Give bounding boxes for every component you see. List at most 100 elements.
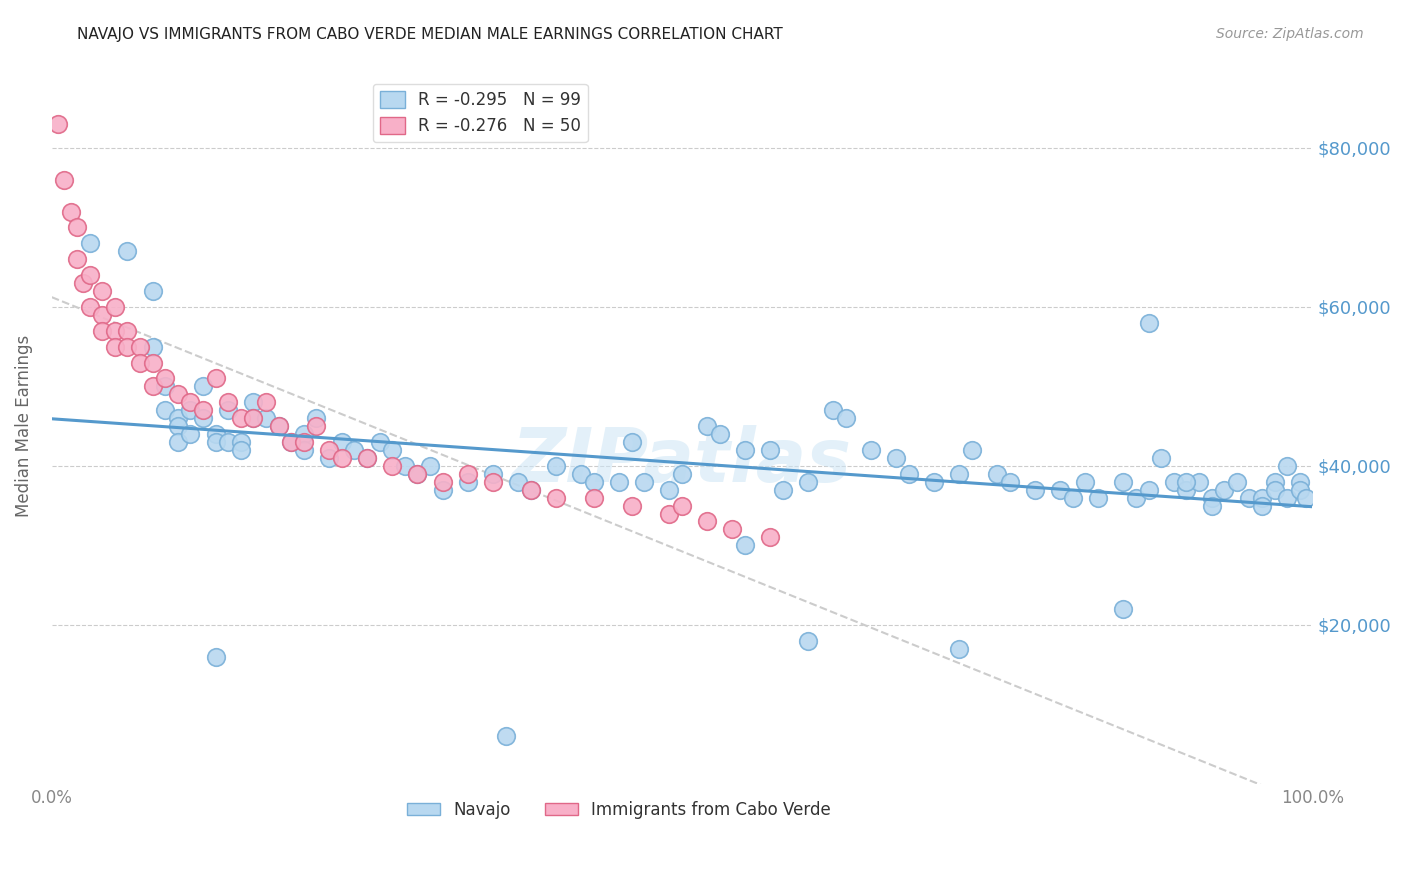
- Point: [166, 411, 188, 425]
- Point: [166, 419, 188, 434]
- Point: [129, 355, 152, 369]
- Point: [66, 252, 89, 267]
- Point: [142, 355, 165, 369]
- Point: [280, 435, 302, 450]
- Point: [1251, 491, 1274, 505]
- Point: [1175, 475, 1198, 489]
- Point: [305, 419, 328, 434]
- Point: [142, 340, 165, 354]
- Point: [607, 475, 630, 489]
- Point: [1275, 458, 1298, 473]
- Point: [671, 499, 693, 513]
- Text: NAVAJO VS IMMIGRANTS FROM CABO VERDE MEDIAN MALE EARNINGS CORRELATION CHART: NAVAJO VS IMMIGRANTS FROM CABO VERDE MED…: [77, 27, 783, 42]
- Point: [1150, 450, 1173, 465]
- Point: [1295, 491, 1317, 505]
- Point: [292, 427, 315, 442]
- Point: [457, 467, 479, 481]
- Point: [759, 530, 782, 544]
- Point: [204, 649, 226, 664]
- Point: [582, 475, 605, 489]
- Point: [104, 340, 127, 354]
- Point: [432, 483, 454, 497]
- Point: [79, 268, 101, 282]
- Point: [330, 435, 353, 450]
- Point: [482, 475, 505, 489]
- Point: [1163, 475, 1185, 489]
- Point: [254, 411, 277, 425]
- Point: [1213, 483, 1236, 497]
- Text: ZIPatlas: ZIPatlas: [512, 425, 852, 499]
- Point: [922, 475, 945, 489]
- Point: [569, 467, 592, 481]
- Point: [155, 371, 177, 385]
- Point: [267, 419, 290, 434]
- Point: [1188, 475, 1211, 489]
- Point: [394, 458, 416, 473]
- Point: [72, 276, 94, 290]
- Point: [998, 475, 1021, 489]
- Point: [1288, 483, 1310, 497]
- Point: [772, 483, 794, 497]
- Point: [104, 324, 127, 338]
- Point: [381, 442, 404, 457]
- Point: [179, 427, 201, 442]
- Point: [166, 387, 188, 401]
- Point: [835, 411, 858, 425]
- Point: [1201, 499, 1223, 513]
- Point: [117, 244, 139, 259]
- Point: [1251, 499, 1274, 513]
- Point: [886, 450, 908, 465]
- Point: [721, 523, 744, 537]
- Point: [1226, 475, 1249, 489]
- Point: [986, 467, 1008, 481]
- Point: [229, 411, 252, 425]
- Point: [129, 340, 152, 354]
- Point: [620, 499, 643, 513]
- Point: [1288, 475, 1310, 489]
- Point: [1137, 483, 1160, 497]
- Legend: Navajo, Immigrants from Cabo Verde: Navajo, Immigrants from Cabo Verde: [401, 794, 838, 825]
- Point: [381, 458, 404, 473]
- Text: Source: ZipAtlas.com: Source: ZipAtlas.com: [1216, 27, 1364, 41]
- Point: [495, 729, 517, 743]
- Point: [66, 220, 89, 235]
- Point: [104, 300, 127, 314]
- Point: [406, 467, 429, 481]
- Point: [658, 483, 681, 497]
- Point: [860, 442, 883, 457]
- Point: [91, 308, 114, 322]
- Point: [142, 379, 165, 393]
- Point: [79, 236, 101, 251]
- Point: [419, 458, 441, 473]
- Point: [254, 395, 277, 409]
- Point: [356, 450, 378, 465]
- Point: [1125, 491, 1147, 505]
- Point: [242, 411, 264, 425]
- Point: [142, 284, 165, 298]
- Point: [734, 442, 756, 457]
- Point: [1062, 491, 1084, 505]
- Point: [1264, 483, 1286, 497]
- Point: [520, 483, 543, 497]
- Point: [155, 379, 177, 393]
- Point: [709, 427, 731, 442]
- Point: [960, 442, 983, 457]
- Point: [91, 284, 114, 298]
- Point: [217, 395, 239, 409]
- Point: [330, 450, 353, 465]
- Point: [166, 435, 188, 450]
- Point: [292, 442, 315, 457]
- Point: [229, 435, 252, 450]
- Point: [91, 324, 114, 338]
- Point: [823, 403, 845, 417]
- Point: [696, 515, 718, 529]
- Point: [696, 419, 718, 434]
- Point: [179, 395, 201, 409]
- Point: [217, 403, 239, 417]
- Point: [343, 442, 366, 457]
- Point: [117, 324, 139, 338]
- Point: [457, 475, 479, 489]
- Point: [267, 419, 290, 434]
- Point: [53, 173, 76, 187]
- Point: [191, 379, 214, 393]
